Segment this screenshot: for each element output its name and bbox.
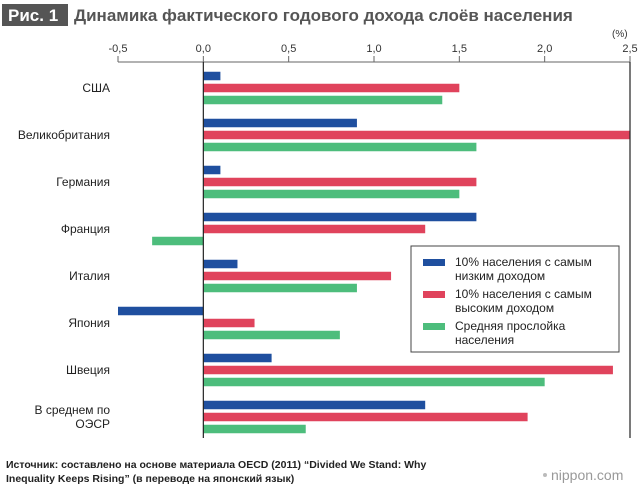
category-label: ОЭСР	[75, 417, 110, 431]
bar-series-3	[203, 189, 460, 199]
bar-series-3	[203, 377, 545, 387]
category-label: Италия	[69, 269, 110, 283]
source-line-1: Источник: составлено на основе материала…	[6, 459, 426, 471]
legend-swatch	[423, 259, 445, 266]
legend-label: населения	[455, 333, 514, 347]
bar-series-2	[203, 318, 255, 328]
bar-series-1	[203, 353, 272, 363]
category-label: Швеция	[66, 363, 110, 377]
figure-badge	[2, 4, 68, 26]
figure-title: Динамика фактического годового дохода сл…	[74, 6, 573, 25]
bar-series-2	[203, 130, 631, 140]
figure-badge-text: Рис. 1	[8, 6, 58, 25]
x-tick-label: 2,5	[622, 43, 637, 55]
bar-series-3	[203, 95, 443, 105]
bar-series-1	[203, 71, 221, 81]
legend-swatch	[423, 291, 445, 298]
x-tick-label: 1,0	[366, 43, 381, 55]
bar-series-2	[203, 412, 528, 422]
bar-series-3	[203, 424, 306, 434]
legend-label: 10% населения с самым	[455, 287, 592, 301]
unit-label: (%)	[612, 29, 628, 40]
x-tick-label: -0,5	[109, 43, 128, 55]
category-label: США	[82, 81, 110, 95]
category-label: Франция	[61, 222, 110, 236]
category-label: Великобритания	[18, 128, 110, 142]
brand-dot-icon	[543, 473, 547, 477]
bar-series-3	[203, 142, 477, 152]
bar-series-1	[203, 259, 238, 269]
bar-series-2	[203, 224, 426, 234]
bar-series-1	[203, 400, 426, 410]
bar-series-1	[203, 212, 477, 222]
bar-series-3	[203, 283, 357, 293]
category-label: В среднем по	[35, 403, 111, 417]
legend-label: Средняя прослойка	[455, 319, 566, 333]
x-tick-label: 1,5	[452, 43, 467, 55]
bar-series-1	[118, 306, 204, 316]
legend-label: высоким доходом	[455, 301, 554, 315]
legend-label: 10% населения с самым	[455, 255, 592, 269]
bar-series-2	[203, 83, 460, 93]
legend-swatch	[423, 323, 445, 330]
bar-series-1	[203, 165, 221, 175]
x-tick-label: 0,0	[196, 43, 211, 55]
x-tick-label: 2,0	[537, 43, 552, 55]
bar-series-2	[203, 271, 392, 281]
legend-label: низким доходом	[455, 269, 545, 283]
source-line-2: Inequality Keeps Rising” (в переводе на …	[6, 473, 294, 485]
category-label: Япония	[68, 316, 110, 330]
bar-series-2	[203, 365, 613, 375]
bar-series-3	[203, 330, 340, 340]
x-tick-label: 0,5	[281, 43, 296, 55]
brand-logo: nippon.com	[551, 467, 623, 483]
bar-series-1	[203, 118, 357, 128]
plot-area: -0,5 0,0 0,5 1,0 1,5 2,0 2,5 США Великобритания Г…	[18, 43, 638, 438]
bar-series-3	[152, 236, 204, 246]
legend-box	[410, 245, 620, 353]
bar-series-2	[203, 177, 477, 187]
category-label: Германия	[56, 175, 110, 189]
